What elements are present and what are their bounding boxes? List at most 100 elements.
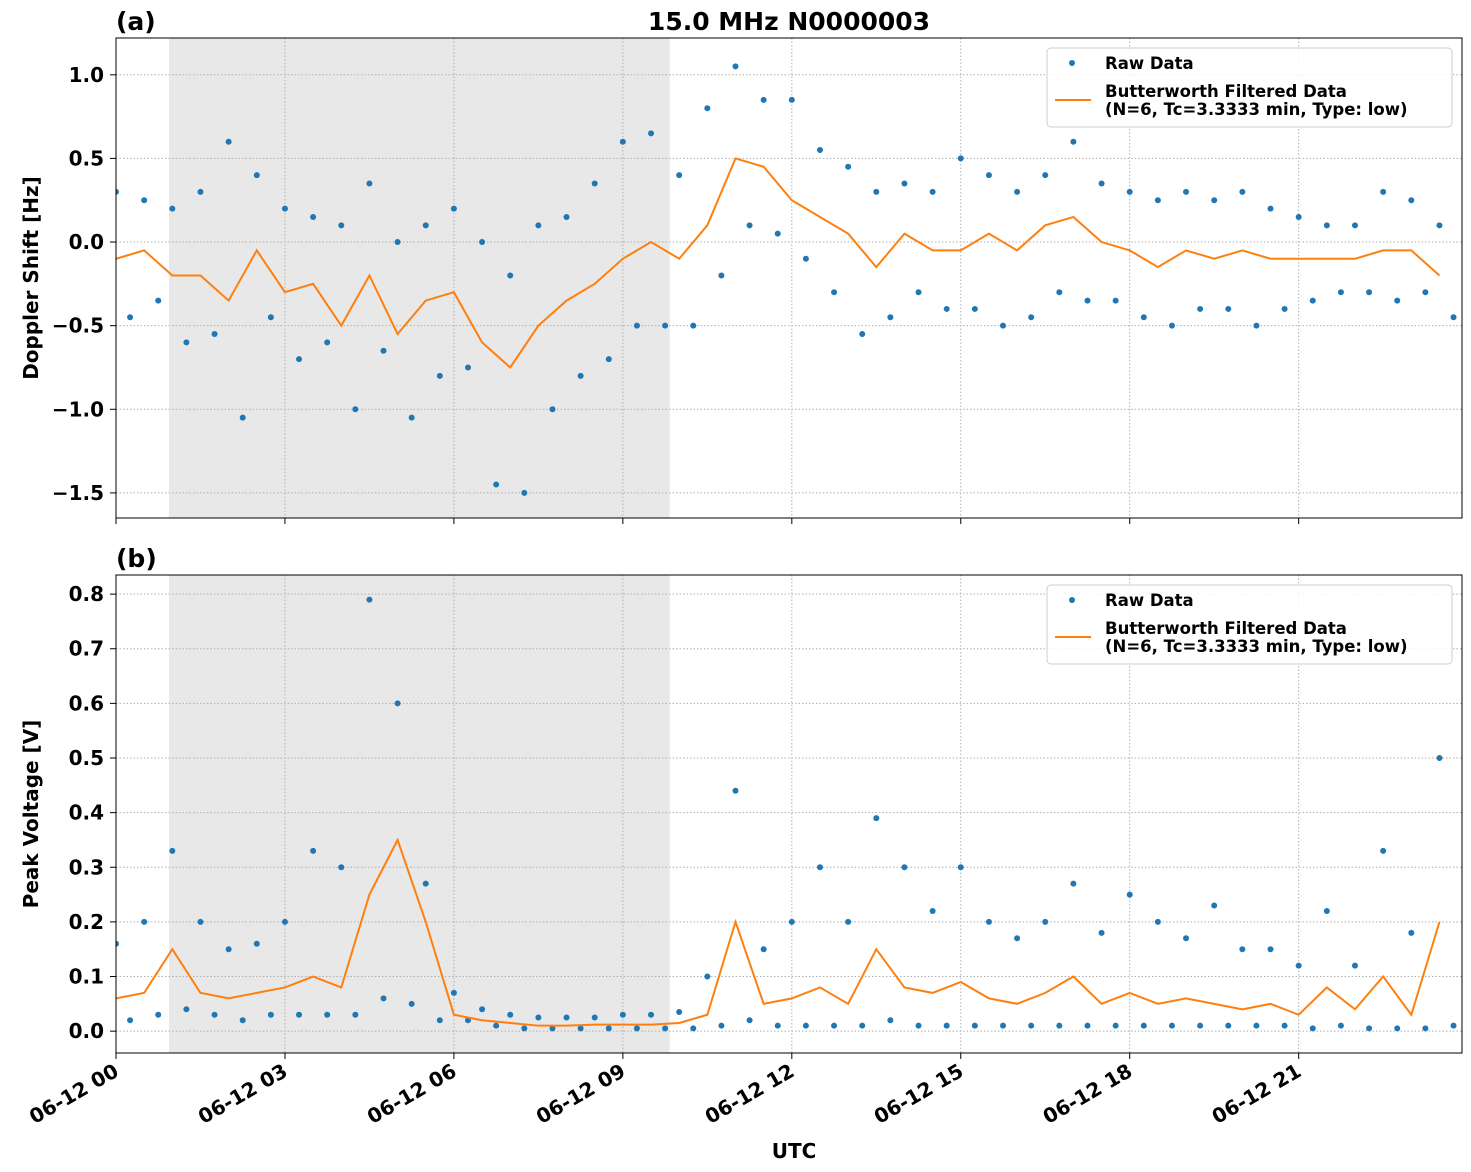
raw-point xyxy=(957,155,964,162)
raw-point xyxy=(464,364,471,371)
raw-point xyxy=(985,172,992,179)
raw-point xyxy=(1000,322,1007,329)
raw-point xyxy=(394,700,401,707)
raw-point xyxy=(690,322,697,329)
raw-point xyxy=(985,918,992,925)
raw-point xyxy=(1281,305,1288,312)
raw-point xyxy=(1366,289,1373,296)
x-tick-label: 06-12 12 xyxy=(701,1059,799,1129)
raw-point xyxy=(1014,935,1021,942)
raw-point xyxy=(845,918,852,925)
raw-point xyxy=(591,180,598,187)
raw-point xyxy=(394,239,401,246)
filtered-line xyxy=(116,837,1441,1027)
raw-point xyxy=(563,1014,570,1021)
raw-point xyxy=(324,339,331,346)
y-tick-label: 0.5 xyxy=(69,746,104,770)
raw-point xyxy=(310,847,317,854)
raw-point xyxy=(943,305,950,312)
filtered-line xyxy=(116,157,1441,369)
raw-point xyxy=(577,1025,584,1032)
raw-point xyxy=(267,314,274,321)
raw-point xyxy=(116,940,119,947)
raw-point xyxy=(1366,1025,1373,1032)
raw-point xyxy=(352,406,359,413)
raw-point xyxy=(380,995,387,1002)
raw-point xyxy=(633,322,640,329)
x-tick-label: 06-12 15 xyxy=(870,1059,968,1129)
raw-point xyxy=(1450,314,1457,321)
raw-point xyxy=(859,1022,866,1029)
raw-point xyxy=(1323,907,1330,914)
raw-point xyxy=(605,1025,612,1032)
y-tick-label: −1.0 xyxy=(52,397,104,421)
raw-point xyxy=(774,1022,781,1029)
raw-point xyxy=(1309,1025,1316,1032)
raw-point xyxy=(155,1011,162,1018)
x-tick-label: 06-12 09 xyxy=(532,1059,630,1129)
raw-point xyxy=(873,188,880,195)
raw-point xyxy=(225,138,232,145)
raw-point xyxy=(1239,188,1246,195)
raw-point xyxy=(1042,918,1049,925)
raw-point xyxy=(1056,289,1063,296)
raw-point xyxy=(535,222,542,229)
raw-point xyxy=(1084,1022,1091,1029)
raw-point xyxy=(1422,1025,1429,1032)
raw-point xyxy=(1154,918,1161,925)
raw-point xyxy=(267,1011,274,1018)
y-tick-label: 1.0 xyxy=(69,63,104,87)
raw-point xyxy=(127,314,134,321)
raw-point xyxy=(760,946,767,953)
raw-point xyxy=(774,230,781,237)
raw-point xyxy=(718,272,725,279)
raw-point xyxy=(422,222,429,229)
y-tick-label: 0.0 xyxy=(69,1019,104,1043)
raw-point xyxy=(591,1014,598,1021)
raw-point xyxy=(676,1009,683,1016)
raw-point xyxy=(746,222,753,229)
raw-point xyxy=(422,880,429,887)
raw-point xyxy=(211,331,218,338)
legend-label: Raw Data xyxy=(1105,591,1194,610)
raw-point xyxy=(408,1000,415,1007)
raw-point xyxy=(901,180,908,187)
raw-point xyxy=(1197,305,1204,312)
raw-point xyxy=(1351,962,1358,969)
raw-point xyxy=(338,222,345,229)
raw-point xyxy=(507,1011,514,1018)
raw-point xyxy=(1337,289,1344,296)
raw-point xyxy=(859,331,866,338)
raw-point xyxy=(1183,935,1190,942)
y-tick-label: 0.6 xyxy=(69,691,104,715)
raw-point xyxy=(1154,197,1161,204)
raw-point xyxy=(310,213,317,220)
raw-point xyxy=(1309,297,1316,304)
plot-area xyxy=(116,596,1457,1032)
raw-point xyxy=(183,339,190,346)
raw-point xyxy=(1168,1022,1175,1029)
raw-point xyxy=(1408,197,1415,204)
raw-point xyxy=(296,1011,303,1018)
raw-point xyxy=(436,1017,443,1024)
raw-point xyxy=(1295,962,1302,969)
raw-point xyxy=(648,130,655,137)
raw-point xyxy=(1084,297,1091,304)
raw-point xyxy=(1337,1022,1344,1029)
raw-point xyxy=(1070,138,1077,145)
raw-point xyxy=(366,180,373,187)
x-tick-label: 06-12 21 xyxy=(1208,1059,1306,1129)
raw-point xyxy=(239,414,246,421)
raw-point xyxy=(450,989,457,996)
raw-point xyxy=(1380,847,1387,854)
y-axis-label: Peak Voltage [V] xyxy=(19,720,43,909)
raw-point xyxy=(1211,902,1218,909)
raw-point xyxy=(169,205,176,212)
legend-marker xyxy=(1069,60,1075,66)
raw-point xyxy=(1112,297,1119,304)
raw-point xyxy=(493,1022,500,1029)
raw-point xyxy=(704,973,711,980)
raw-point xyxy=(239,1017,246,1024)
y-tick-label: 0.4 xyxy=(69,801,104,825)
